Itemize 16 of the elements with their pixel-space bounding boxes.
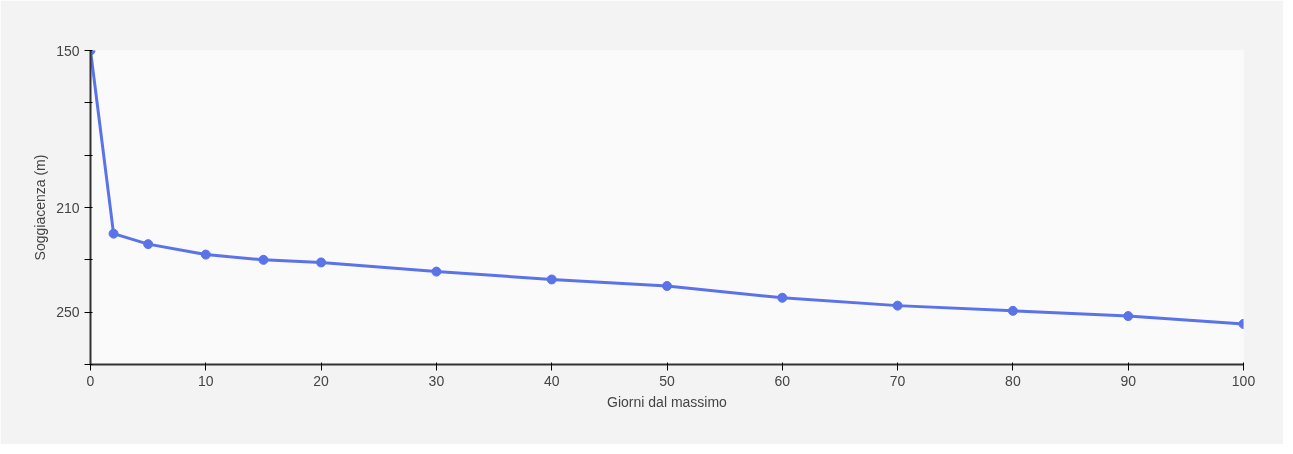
x-tick-label: 0 xyxy=(86,372,95,389)
x-tick-label: 20 xyxy=(313,372,330,389)
x-tick-label: 50 xyxy=(659,372,675,389)
x-axis-title: Giorni dal massimo xyxy=(607,393,728,410)
x-tick-label: 100 xyxy=(1231,372,1256,389)
x-tick-label: 70 xyxy=(889,372,906,389)
y-tick-label: 210 xyxy=(56,199,80,216)
y-tick-label: 150 xyxy=(56,42,80,59)
y-axis-title: Soggiacenza (m) xyxy=(32,154,49,261)
x-tick-label: 30 xyxy=(428,372,445,389)
x-tick-label: 90 xyxy=(1120,372,1137,389)
x-tick-label: 80 xyxy=(1005,372,1021,389)
x-tick-label: 40 xyxy=(543,372,560,389)
x-tick-label: 60 xyxy=(774,372,791,389)
x-tick-label: 10 xyxy=(198,372,214,389)
y-tick-label: 250 xyxy=(56,304,80,321)
